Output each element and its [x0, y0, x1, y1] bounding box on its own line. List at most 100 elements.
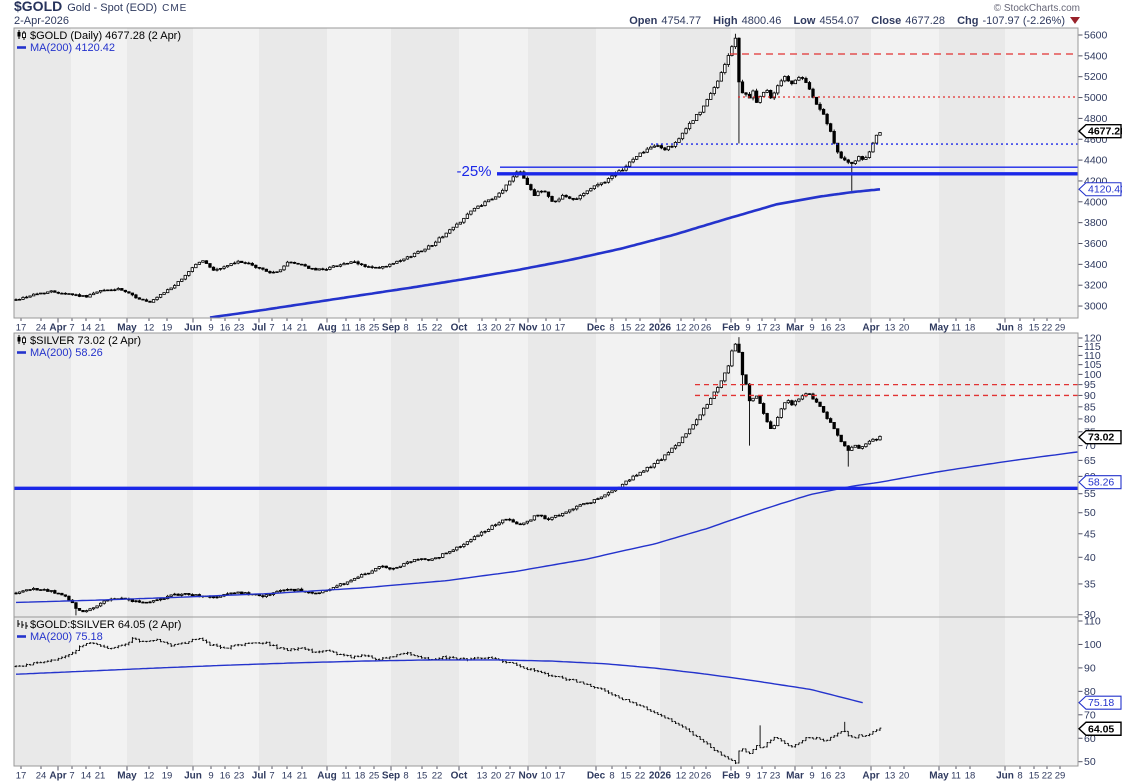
svg-text:23: 23	[835, 771, 846, 782]
svg-text:14: 14	[81, 323, 92, 334]
svg-text:4120.42: 4120.42	[1088, 184, 1122, 196]
svg-text:May: May	[117, 323, 137, 334]
svg-text:10: 10	[541, 771, 552, 782]
gold-ma200-line	[209, 188, 881, 318]
svg-text:4800: 4800	[1084, 113, 1108, 125]
svg-text:20: 20	[899, 323, 910, 334]
svg-text:45: 45	[1084, 528, 1096, 540]
svg-text:58.26: 58.26	[1088, 477, 1114, 489]
ohlc-bars-icon	[17, 620, 28, 629]
svg-text:16: 16	[821, 771, 832, 782]
quote-open-value: 4754.77	[661, 15, 702, 27]
gold-close-tag: 4677.28	[1077, 123, 1122, 139]
svg-text:22: 22	[432, 323, 443, 334]
svg-text:26: 26	[701, 323, 712, 334]
svg-text:Apr: Apr	[862, 323, 879, 334]
quote-low-label: Low	[793, 15, 816, 27]
svg-text:21: 21	[95, 323, 106, 334]
svg-text:73.02: 73.02	[1088, 432, 1114, 444]
svg-text:23: 23	[835, 323, 846, 334]
svg-text:4000: 4000	[1084, 196, 1108, 208]
svg-text:18: 18	[355, 771, 366, 782]
silver-legend: $SILVER 73.02 (2 Apr)MA(200) 58.26	[17, 335, 141, 359]
svg-text:Jul: Jul	[252, 323, 267, 334]
svg-text:13: 13	[477, 771, 488, 782]
svg-text:17: 17	[757, 771, 768, 782]
svg-text:Mar: Mar	[786, 323, 804, 334]
svg-text:Sep: Sep	[382, 323, 400, 334]
gold-silver-ratio-legend: $GOLD:$SILVER 64.05 (2 Apr)MA(200) 75.18	[17, 619, 181, 643]
svg-text:Jun: Jun	[184, 771, 202, 782]
gold-silver-ratio-y-axis: 110 100 90 80 70 60 50	[1078, 616, 1102, 768]
svg-text:75.18: 75.18	[1088, 697, 1114, 709]
quote-low-value: 4554.07	[819, 15, 860, 27]
silver-ma-tag: 58.26	[1078, 475, 1122, 490]
svg-text:120: 120	[1084, 333, 1102, 345]
svg-text:Jun: Jun	[996, 771, 1014, 782]
svg-text:14: 14	[81, 771, 92, 782]
svg-text:115: 115	[1084, 341, 1101, 353]
svg-text:23: 23	[234, 323, 245, 334]
svg-text:Dec: Dec	[587, 323, 606, 334]
svg-text:22: 22	[432, 771, 443, 782]
svg-text:13: 13	[885, 771, 896, 782]
silver-legend-label: $SILVER 73.02 (2 Apr)	[30, 335, 141, 347]
quote-high-value: 4800.46	[741, 15, 782, 27]
svg-text:9: 9	[745, 323, 750, 334]
svg-text:9: 9	[208, 771, 213, 782]
svg-text:Apr: Apr	[49, 771, 66, 782]
svg-text:20: 20	[491, 771, 502, 782]
symbol-description: Gold - Spot (EOD)	[67, 2, 158, 14]
title-line: $GOLD Gold - Spot (EOD) CME	[14, 0, 187, 15]
svg-text:27: 27	[505, 323, 516, 334]
svg-text:25: 25	[369, 771, 380, 782]
svg-text:17: 17	[757, 323, 768, 334]
svg-text:Mar: Mar	[786, 771, 804, 782]
svg-text:8: 8	[609, 771, 614, 782]
svg-text:8: 8	[1017, 323, 1022, 334]
panel-silver: 1201151101051009590858075706560555045403…	[13, 332, 1122, 621]
svg-text:7: 7	[69, 771, 74, 782]
svg-text:19: 19	[162, 323, 173, 334]
svg-text:90: 90	[1084, 662, 1096, 674]
svg-text:18: 18	[355, 323, 366, 334]
svg-text:21: 21	[297, 323, 308, 334]
silver-ma-legend-label: MA(200) 58.26	[30, 347, 103, 359]
quote-chg-value: -107.97 (-2.26%)	[982, 15, 1065, 27]
svg-text:12: 12	[144, 771, 155, 782]
svg-text:85: 85	[1084, 401, 1096, 413]
quote-bar: Open 4754.77 High 4800.46 Low 4554.07 Close…	[620, 15, 1080, 28]
gold-y-axis: 5600540052005000480046004400420040003800…	[1078, 30, 1108, 313]
silver-price-series	[14, 337, 882, 616]
gold-panel-border	[13, 27, 1079, 319]
svg-text:May: May	[929, 771, 949, 782]
svg-text:Oct: Oct	[451, 323, 468, 334]
month-stripes	[14, 28, 1078, 766]
svg-text:30: 30	[1084, 609, 1096, 621]
svg-text:23: 23	[234, 771, 245, 782]
svg-text:80: 80	[1084, 413, 1096, 425]
gold-silver-ratio-price-series	[14, 637, 882, 765]
svg-text:23: 23	[770, 323, 781, 334]
gold-silver-ratio-panel-border	[13, 616, 1079, 767]
svg-text:100: 100	[1084, 369, 1102, 381]
svg-text:27: 27	[505, 771, 516, 782]
svg-text:20: 20	[899, 771, 910, 782]
svg-text:Feb: Feb	[722, 323, 740, 334]
svg-text:55: 55	[1084, 488, 1096, 500]
svg-text:15: 15	[1029, 323, 1040, 334]
symbol-ticker: $GOLD	[14, 0, 63, 14]
svg-text:7: 7	[269, 323, 274, 334]
svg-text:105: 105	[1084, 359, 1102, 371]
svg-text:Oct: Oct	[451, 771, 468, 782]
candlestick-icon	[17, 335, 26, 345]
svg-text:15: 15	[417, 771, 428, 782]
svg-text:25: 25	[369, 323, 380, 334]
gold-ma-tag: 4120.42	[1078, 182, 1122, 197]
gold-silver-ratio-close-tag: 64.05	[1077, 721, 1122, 736]
svg-text:16: 16	[821, 323, 832, 334]
svg-text:20: 20	[689, 323, 700, 334]
svg-text:9: 9	[208, 323, 213, 334]
svg-text:29: 29	[1055, 771, 1066, 782]
svg-text:80: 80	[1084, 686, 1096, 698]
